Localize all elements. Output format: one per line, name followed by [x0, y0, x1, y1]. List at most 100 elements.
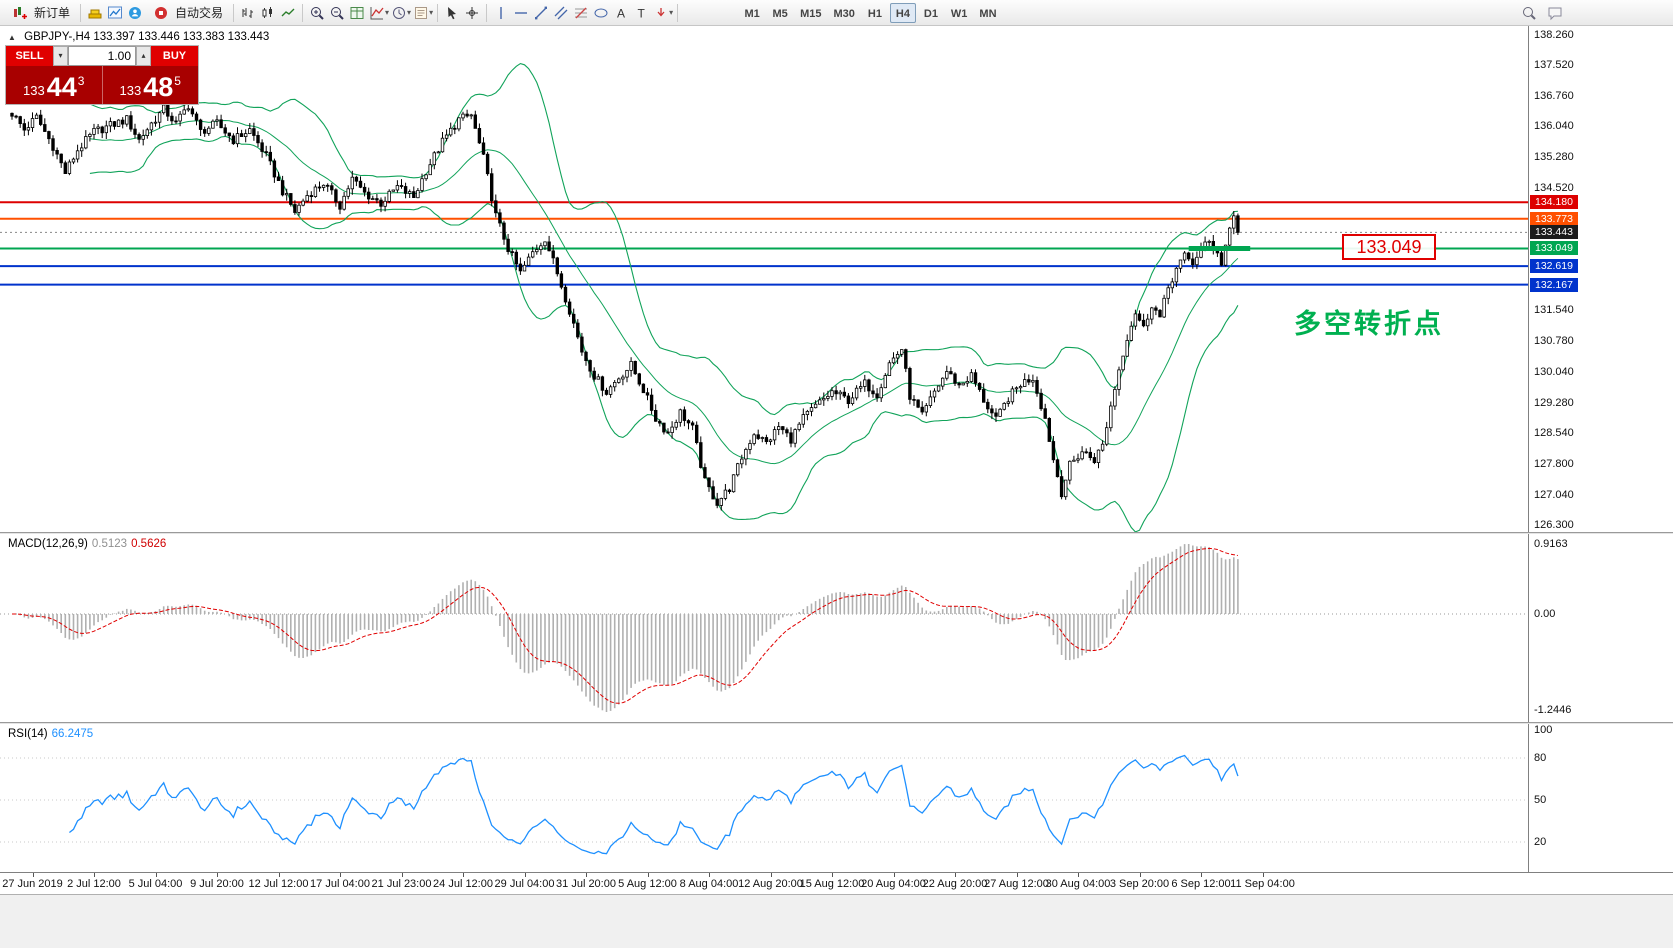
- time-label: 8 Aug 04:00: [679, 878, 739, 890]
- bar-chart-icon[interactable]: [239, 4, 257, 22]
- timeframe-w1-button[interactable]: W1: [950, 7, 968, 20]
- periods-icon[interactable]: [390, 4, 408, 22]
- time-label: 5 Jul 04:00: [128, 878, 183, 890]
- community-icon[interactable]: [126, 4, 144, 22]
- candlestick-chart-icon[interactable]: [259, 4, 277, 22]
- zoom-out-icon[interactable]: [328, 4, 346, 22]
- autotrade-button[interactable]: 自动交易: [145, 2, 229, 24]
- arrows-dropdown-icon[interactable]: ▾: [669, 8, 674, 17]
- sell-price-big: 44: [46, 72, 77, 102]
- new-order-button[interactable]: 新订单: [4, 2, 76, 24]
- axis-label: 129.280: [1534, 397, 1574, 409]
- time-label: 5 Aug 12:00: [618, 878, 677, 890]
- periods-dropdown-icon[interactable]: ▾: [407, 8, 412, 17]
- toolbar-separator: [437, 3, 439, 22]
- time-label: 29 Jul 04:00: [494, 878, 555, 890]
- vertical-line-icon[interactable]: [492, 4, 510, 22]
- horizontal-line-icon[interactable]: [512, 4, 530, 22]
- time-label: 11 Sep 04:00: [1230, 878, 1295, 890]
- sell-button[interactable]: SELL: [6, 46, 53, 66]
- axis-label: 137.520: [1534, 59, 1574, 71]
- trendline-icon[interactable]: [532, 4, 550, 22]
- time-label: 20 Aug 04:00: [861, 878, 926, 890]
- panel-separator-macd[interactable]: [0, 532, 1673, 534]
- one-click-trading-panel: SELL ▾ ▴ BUY 133 44 3 133 48 5: [6, 46, 198, 104]
- timeframe-m15-button[interactable]: M15: [800, 7, 822, 20]
- axis-label: 134.520: [1534, 182, 1574, 194]
- time-tick: [1201, 873, 1202, 877]
- indicators-dropdown-icon[interactable]: ▾: [385, 8, 390, 17]
- templates-dropdown-icon[interactable]: ▾: [429, 8, 434, 17]
- time-tick: [401, 873, 403, 877]
- search-icon[interactable]: [1520, 4, 1538, 22]
- new-order-label: 新订单: [34, 6, 71, 20]
- timeframe-h4-button[interactable]: H4: [889, 2, 916, 23]
- volume-decrease-button[interactable]: ▾: [53, 46, 68, 66]
- gold-icon[interactable]: [86, 4, 104, 22]
- axis-label: 127.040: [1534, 489, 1574, 501]
- toolbar-separator: [302, 3, 304, 22]
- time-label: 2 Jul 12:00: [67, 878, 121, 890]
- sell-price[interactable]: 133 44 3: [6, 66, 102, 104]
- axis-label: 127.800: [1534, 458, 1574, 470]
- time-label: 27 Jun 2019: [2, 878, 63, 890]
- cursor-icon[interactable]: [443, 4, 461, 22]
- timeframe-m30-button[interactable]: M30: [833, 7, 855, 20]
- rsi-indicator-chart[interactable]: [0, 724, 1528, 872]
- indicators-icon[interactable]: [368, 4, 386, 22]
- toolbar-separator: [80, 3, 82, 22]
- buy-button[interactable]: BUY: [151, 46, 198, 66]
- timeframe-d1-button[interactable]: D1: [923, 7, 938, 20]
- text-label-icon[interactable]: T: [632, 4, 650, 22]
- rsi-label: RSI(14) 66.2475: [8, 728, 93, 740]
- rsi-value: 66.2475: [51, 728, 94, 740]
- buy-price-sup: 5: [174, 74, 181, 88]
- macd-indicator-chart[interactable]: [0, 534, 1528, 722]
- chinese-annotation[interactable]: 多空转折点: [1294, 309, 1444, 339]
- time-axis[interactable]: 27 Jun 2019 2 Jul 12:00 5 Jul 04:00 9 Jul 2…: [0, 872, 1673, 894]
- timeframe-m5-button[interactable]: M5: [772, 7, 788, 20]
- axis-label: 136.760: [1534, 90, 1574, 102]
- channel-icon[interactable]: [552, 4, 570, 22]
- macd-signal-value: 0.5626: [131, 538, 167, 550]
- volume-increase-button[interactable]: ▴: [136, 46, 151, 66]
- ellipse-shape-icon[interactable]: [592, 4, 610, 22]
- line-chart-icon[interactable]: [279, 4, 297, 22]
- time-tick: [278, 873, 280, 877]
- fibonacci-icon[interactable]: [572, 4, 590, 22]
- macd-main-value: 0.5123: [91, 538, 128, 550]
- market-watch-icon[interactable]: [106, 4, 124, 22]
- time-label: 12 Jul 12:00: [248, 878, 309, 890]
- zoom-in-icon[interactable]: [308, 4, 326, 22]
- volume-input[interactable]: [68, 46, 136, 66]
- toolbar: 新订单 自动交易 ▾ ▾ ▾ A T ▾ M1 M5 M15 M: [0, 0, 1673, 26]
- price-badge: 134.180: [1530, 195, 1578, 209]
- time-tick: [463, 873, 464, 877]
- time-tick: [586, 873, 587, 877]
- buy-price[interactable]: 133 48 5: [103, 66, 199, 104]
- ohlc-values: 133.397 133.446 133.383 133.443: [93, 31, 270, 43]
- sell-price-prefix: 133: [23, 83, 45, 98]
- main-price-chart[interactable]: [0, 26, 1528, 532]
- chat-icon[interactable]: [1546, 4, 1564, 22]
- toolbar-separator: [233, 3, 235, 22]
- price-badge: 133.049: [1530, 241, 1578, 255]
- tile-windows-icon[interactable]: [348, 4, 366, 22]
- new-order-icon: [11, 4, 29, 22]
- axis-label: 136.040: [1534, 120, 1574, 132]
- timeframe-m1-button[interactable]: M1: [744, 7, 760, 20]
- panel-separator-rsi[interactable]: [0, 722, 1673, 724]
- price-level-callout[interactable]: 133.049: [1342, 234, 1436, 260]
- arrows-icon[interactable]: [652, 4, 670, 22]
- timeframe-mn-button[interactable]: MN: [979, 7, 997, 20]
- axis-label: 130.780: [1534, 335, 1574, 347]
- price-axis[interactable]: 138.260 137.520 136.760 136.040 135.280 134.5…: [1528, 26, 1673, 872]
- templates-icon[interactable]: [412, 4, 430, 22]
- timeframe-h1-button[interactable]: H1: [867, 7, 882, 20]
- timeframe-group: M1 M5 M15 M30 H1 H4 D1 W1 MN: [738, 2, 1002, 23]
- crosshair-icon[interactable]: [463, 4, 481, 22]
- text-icon[interactable]: A: [612, 4, 630, 22]
- buy-price-prefix: 133: [119, 83, 142, 98]
- one-click-collapse-icon[interactable]: ▲: [8, 33, 16, 42]
- time-tick: [524, 873, 526, 877]
